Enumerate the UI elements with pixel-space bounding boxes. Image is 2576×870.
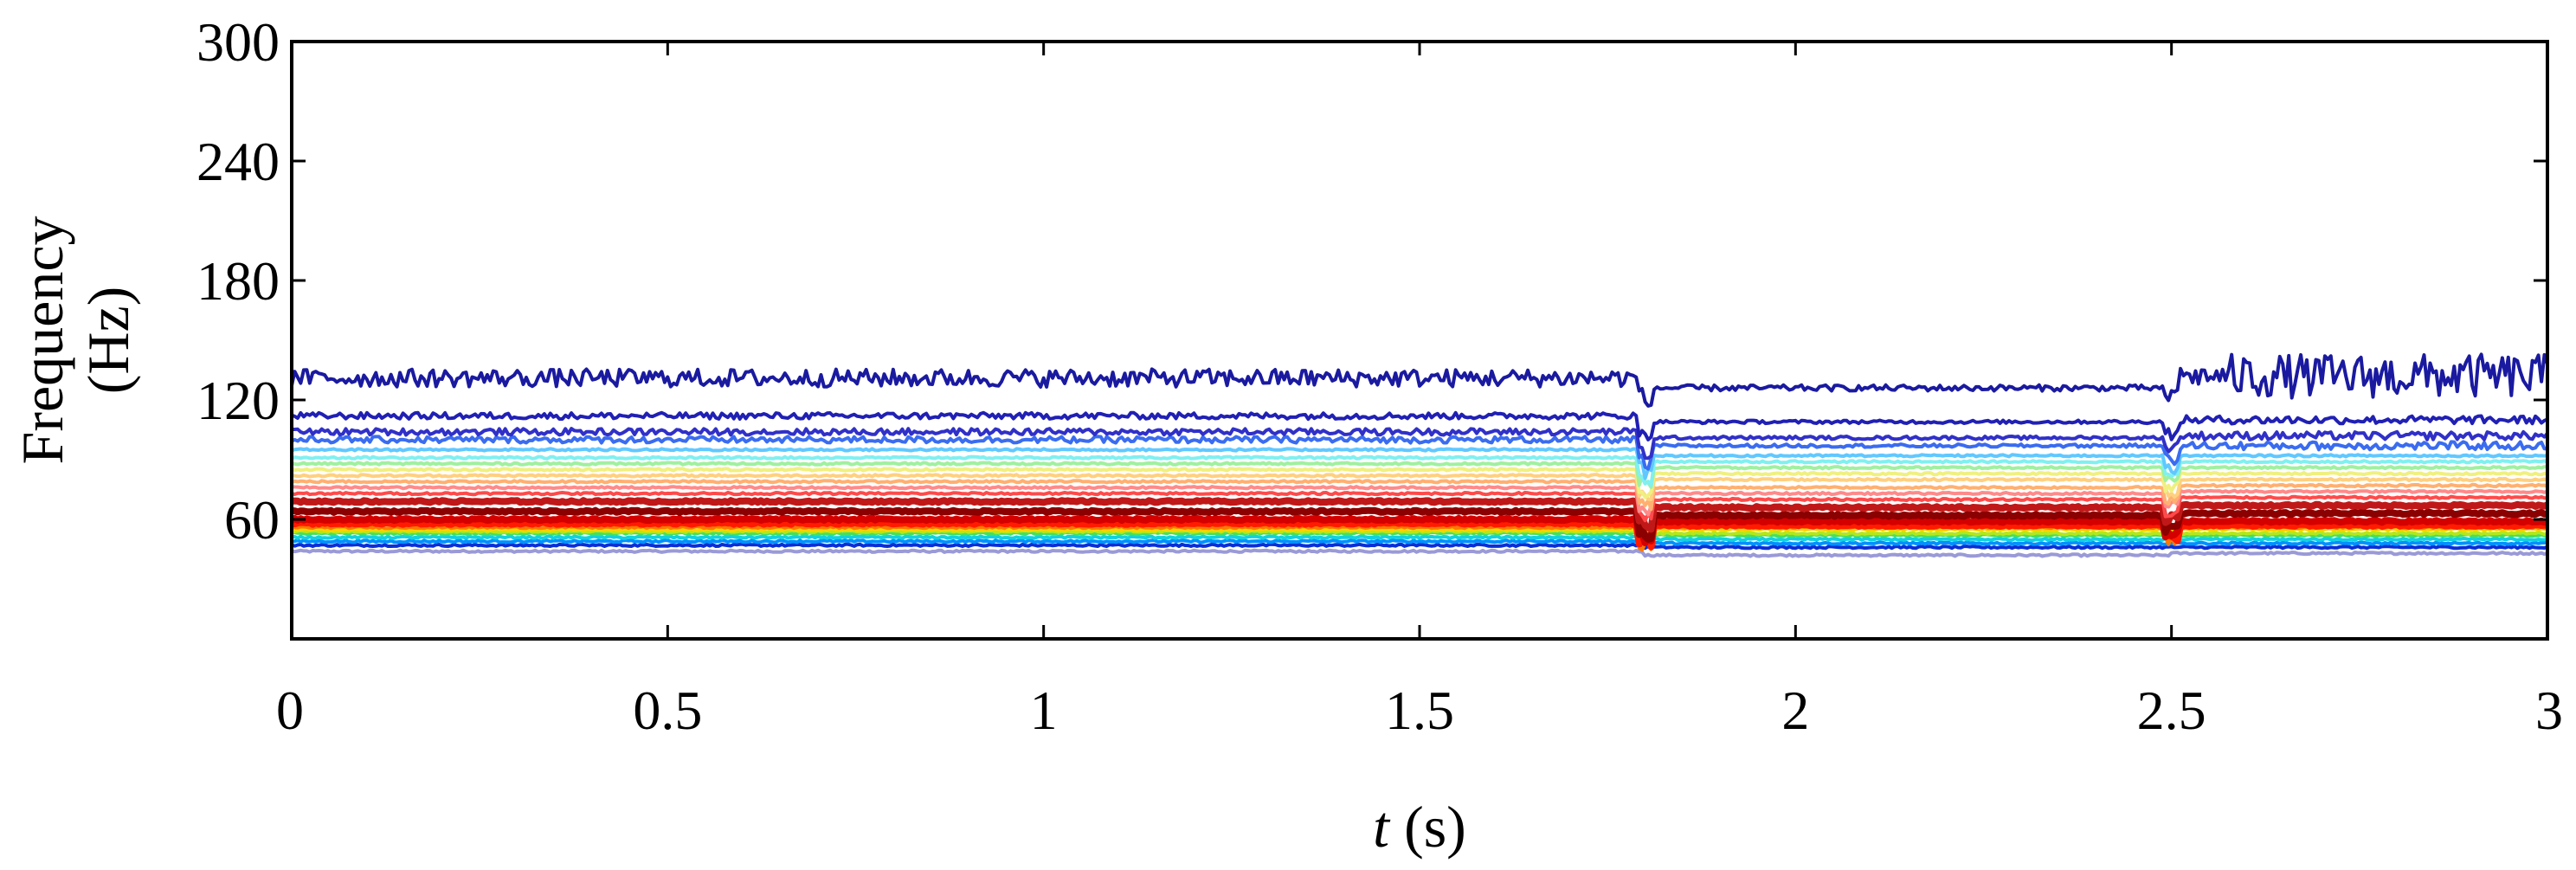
y-axis: 60 120 180 240 300 [196,11,2547,551]
contour-line [292,435,2547,471]
y-tick-label: 180 [196,250,280,312]
y-tick-label: 240 [196,131,280,192]
x-tick-label: 2 [1781,680,1809,741]
x-axis-unit: (s) [1389,794,1466,860]
x-tick-label: 0.5 [633,680,702,741]
x-tick-label: 2.5 [2137,680,2206,741]
x-axis-variable: t [1373,794,1391,860]
x-tick-label: 1.5 [1385,680,1454,741]
contour-line [292,506,2547,543]
contour-line [292,491,2547,523]
x-tick-label: 0 [276,680,304,741]
x-axis-title: t (s) [1373,794,1466,860]
contour-line [292,427,2547,461]
y-tick-label: 300 [196,11,280,73]
contour-line [292,467,2547,499]
x-axis: 0 0.5 1 1.5 2 2.5 3 [276,42,2563,741]
plot-area [290,40,2549,641]
contour-line [292,461,2547,489]
contour-line [292,352,2547,408]
y-axis-title-line2: (Hz) [75,287,141,395]
contour-line [292,454,2547,487]
y-tick-label: 120 [196,370,280,431]
y-tick-label: 60 [224,489,280,551]
x-tick-label: 3 [2535,680,2563,741]
x-tick-label: 1 [1030,680,1058,741]
contour-line [292,447,2547,480]
contour-line [292,514,2547,547]
contour-line [292,542,2547,551]
contour-line [292,485,2547,517]
y-axis-title-line1: Frequency [10,216,75,464]
contour-line [292,538,2547,546]
contour-line [292,410,2547,441]
contour-lines [292,352,2547,558]
contour-line [292,473,2547,501]
contour-line [292,548,2547,558]
